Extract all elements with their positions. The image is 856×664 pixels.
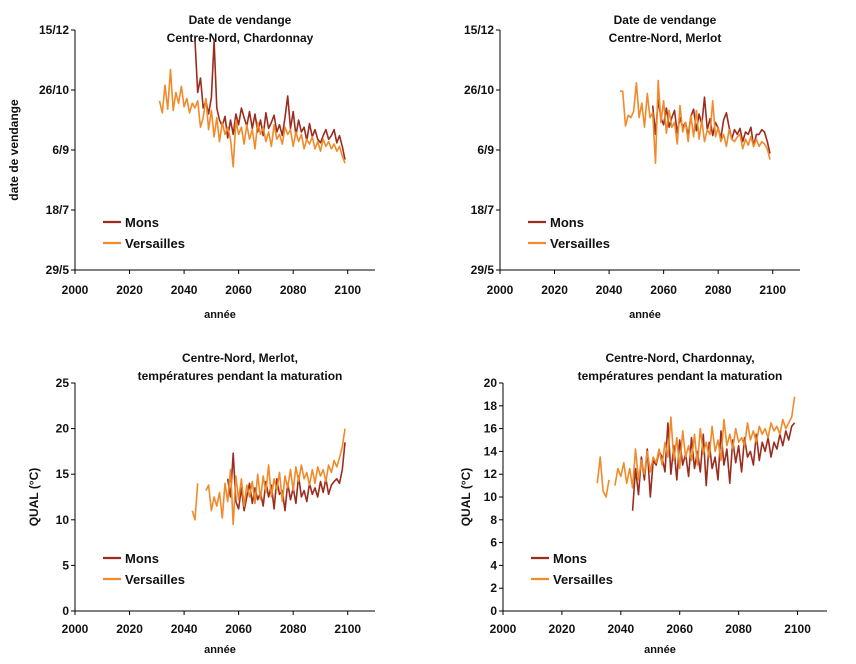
y-tick-label: 0: [490, 604, 497, 618]
y-tick-label: 15: [56, 467, 70, 481]
y-tick-label: 18: [484, 399, 498, 413]
legend-label-versailles: Versailles: [553, 572, 613, 587]
chart-title-line: Date de vendange: [614, 13, 717, 27]
chart-title-line: Centre-Nord, Chardonnay: [167, 31, 314, 45]
x-tick-label: 2100: [784, 622, 811, 636]
x-tick-label: 2000: [62, 283, 89, 297]
chart-title-line: Centre-Nord, Chardonnay,: [605, 351, 754, 365]
y-tick-label: 14: [484, 444, 498, 458]
x-axis-label: année: [644, 644, 676, 656]
x-tick-label: 2080: [280, 622, 307, 636]
chart-title-line: Date de vendange: [189, 13, 292, 27]
x-axis-label: année: [629, 309, 661, 321]
y-tick-label: 26/10: [464, 83, 494, 97]
series-line-versailles: [158, 68, 346, 168]
y-tick-label: 20: [56, 422, 70, 436]
y-tick-label: 10: [56, 513, 70, 527]
x-tick-label: 2000: [490, 622, 517, 636]
x-axis-label: année: [204, 309, 236, 321]
y-tick-label: 10: [484, 490, 498, 504]
chart-title-line: Centre-Nord, Merlot: [609, 31, 722, 45]
y-tick-label: 29/5: [471, 263, 495, 277]
x-tick-label: 2080: [705, 283, 732, 297]
y-axis-label: QUAL (°C): [27, 468, 41, 527]
y-tick-label: 6/9: [477, 143, 494, 157]
y-tick-label: 4: [490, 558, 497, 572]
x-tick-label: 2040: [171, 622, 198, 636]
legend-label-versailles: Versailles: [550, 236, 610, 251]
x-tick-label: 2020: [116, 283, 143, 297]
x-tick-label: 2000: [487, 283, 514, 297]
y-tick-label: 15/12: [464, 23, 494, 37]
x-tick-label: 2060: [666, 622, 693, 636]
chart-title-line: Centre-Nord, Merlot,: [182, 351, 298, 365]
x-tick-label: 2040: [607, 622, 634, 636]
chart-2: Date de vendange Centre-Nord, Merlot 29/5 1…: [464, 13, 800, 321]
series-line-mons: [194, 40, 346, 160]
y-axis-label: QUAL (°C): [459, 468, 473, 527]
y-tick-label: 18/7: [471, 203, 495, 217]
y-tick-label: 26/10: [39, 83, 69, 97]
y-tick-label: 29/5: [46, 263, 70, 277]
chart-title-line: températures pendant la maturation: [578, 369, 783, 383]
x-tick-label: 2020: [116, 622, 143, 636]
series-line-versailles: [596, 396, 796, 498]
legend-label-versailles: Versailles: [125, 236, 185, 251]
y-tick-label: 8: [490, 513, 497, 527]
legend-label-versailles: Versailles: [125, 572, 185, 587]
legend-label-mons: Mons: [553, 551, 587, 566]
x-tick-label: 2040: [171, 283, 198, 297]
x-tick-label: 2020: [549, 622, 576, 636]
y-tick-label: 25: [56, 376, 70, 390]
series-line-versailles: [191, 428, 346, 526]
y-tick-label: 20: [484, 376, 498, 390]
y-tick-label: 6/9: [52, 143, 69, 157]
chart-title-line: températures pendant la maturation: [138, 369, 343, 383]
x-axis-label: année: [204, 644, 236, 656]
chart-1: Date de vendange Centre-Nord, Chardonnay 2…: [7, 13, 375, 321]
y-tick-label: 16: [484, 422, 498, 436]
x-tick-label: 2040: [596, 283, 623, 297]
legend-label-mons: Mons: [125, 551, 159, 566]
x-tick-label: 2100: [334, 622, 361, 636]
chart-4: Centre-Nord, Chardonnay, températures pen…: [459, 351, 827, 656]
legend-label-mons: Mons: [550, 215, 584, 230]
chart-3: Centre-Nord, Merlot, températures pendant…: [27, 351, 375, 656]
y-tick-label: 6: [490, 536, 497, 550]
x-tick-label: 2060: [225, 283, 252, 297]
series-line-versailles: [620, 79, 771, 164]
x-tick-label: 2000: [62, 622, 89, 636]
y-tick-label: 12: [484, 467, 498, 481]
y-axis-label: date de vendange: [7, 99, 21, 201]
x-tick-label: 2020: [541, 283, 568, 297]
x-tick-label: 2100: [334, 283, 361, 297]
x-tick-label: 2080: [725, 622, 752, 636]
y-tick-label: 2: [490, 581, 497, 595]
x-tick-label: 2080: [280, 283, 307, 297]
y-tick-label: 5: [62, 558, 69, 572]
y-tick-label: 18/7: [46, 203, 70, 217]
y-tick-label: 15/12: [39, 23, 69, 37]
x-tick-label: 2060: [225, 622, 252, 636]
legend-label-mons: Mons: [125, 215, 159, 230]
y-tick-label: 0: [62, 604, 69, 618]
x-tick-label: 2100: [759, 283, 786, 297]
x-tick-label: 2060: [650, 283, 677, 297]
